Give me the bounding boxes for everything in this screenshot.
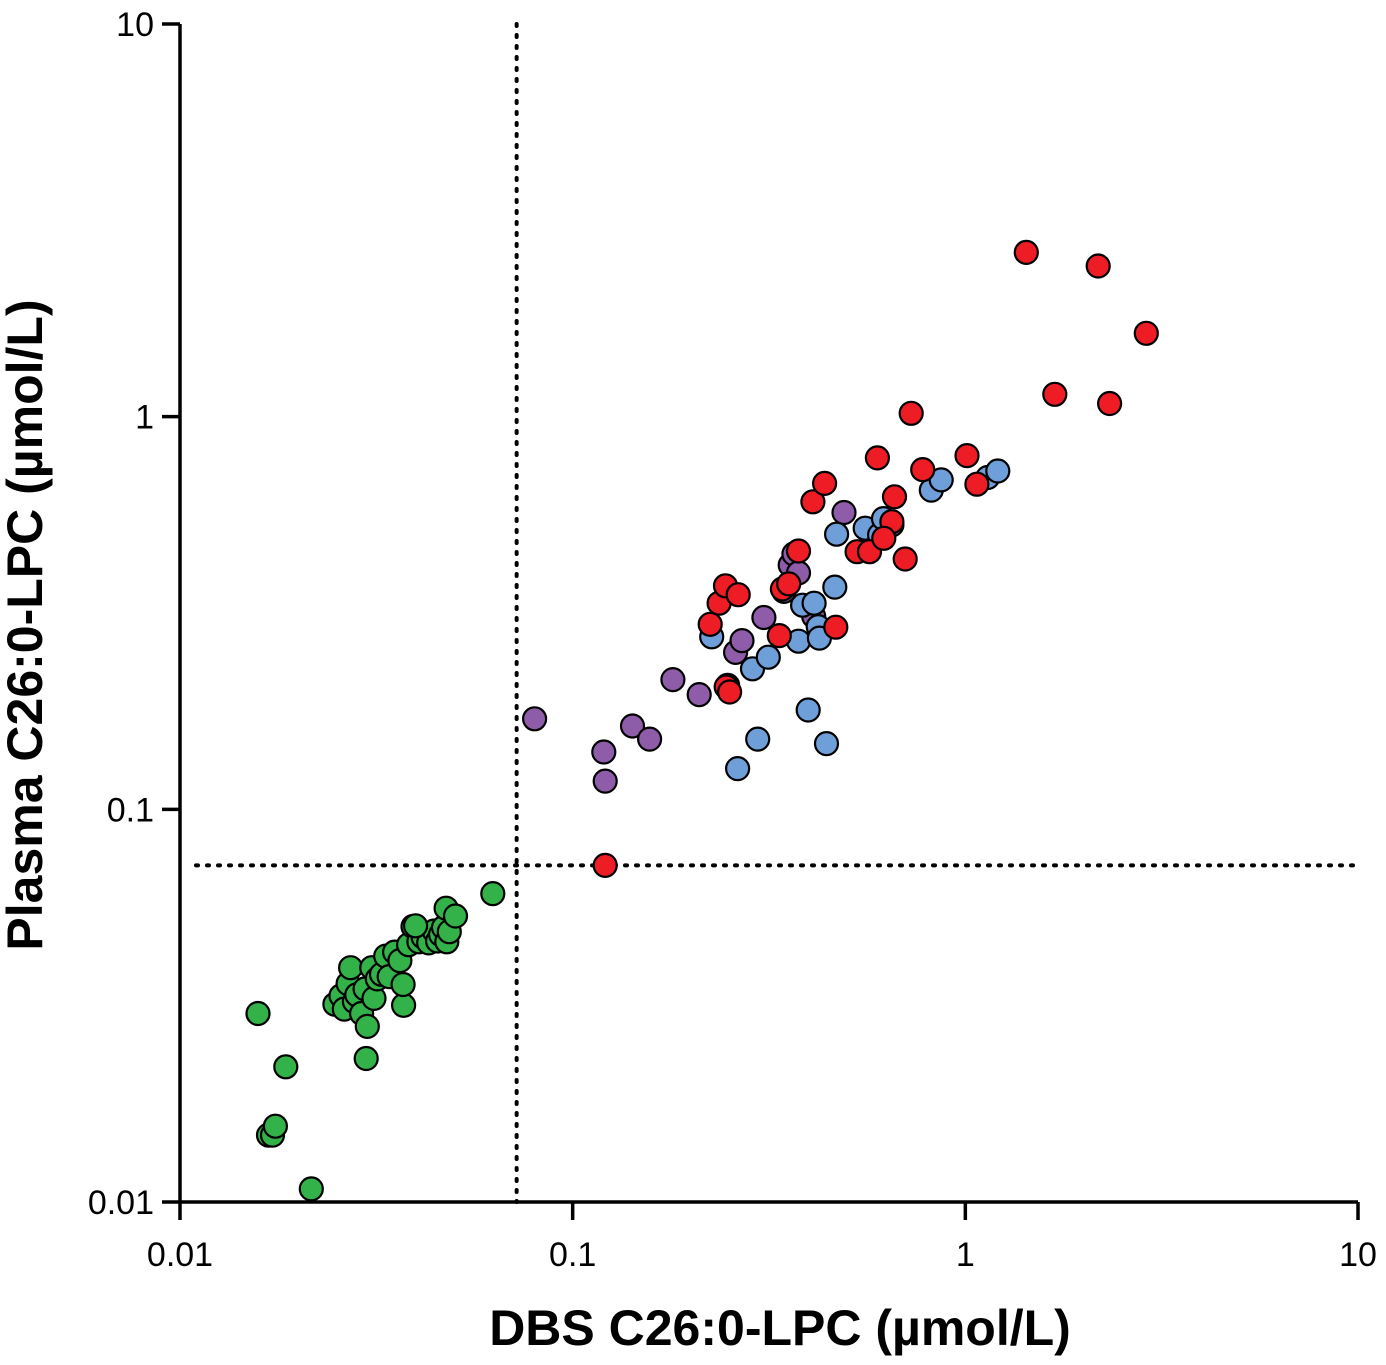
point-red-24 (1042, 381, 1068, 407)
point-purple-9 (729, 627, 755, 654)
point-blue-3 (745, 726, 771, 752)
point-purple-0 (521, 706, 548, 732)
point-blue-12 (822, 574, 848, 600)
point-red-23 (1013, 239, 1039, 265)
point-red-6 (725, 582, 751, 608)
point-green-0 (245, 1000, 271, 1027)
point-green-39 (442, 903, 469, 929)
point-green-41 (403, 913, 429, 939)
series-green (245, 880, 506, 1202)
cutoff-lines (194, 22, 1360, 1204)
point-blue-1 (724, 755, 751, 782)
point-green-40 (480, 880, 506, 907)
point-purple-1 (591, 739, 617, 765)
point-purple-3 (619, 713, 646, 739)
y-tick-label: 0.1 (107, 791, 154, 829)
point-purple-2 (592, 768, 618, 794)
series-red (592, 239, 1159, 879)
point-purple-4 (636, 726, 663, 752)
point-red-18 (892, 546, 918, 572)
point-red-11 (800, 489, 826, 515)
point-blue-11 (813, 730, 840, 757)
point-purple-5 (660, 666, 686, 693)
point-green-4 (273, 1054, 299, 1080)
point-green-16 (353, 1045, 379, 1072)
axes: 0.01 0.1 1 10 0.01 0.1 1 10 (88, 6, 1377, 1274)
point-green-25 (391, 992, 417, 1018)
point-red-7 (766, 622, 792, 649)
x-tick-label: 0.1 (549, 1236, 596, 1274)
point-red-27 (1133, 320, 1159, 346)
point-green-15 (354, 1013, 380, 1040)
point-red-17 (881, 484, 908, 510)
point-red-5 (716, 679, 743, 705)
point-red-10 (785, 538, 812, 564)
y-tick-label: 10 (116, 6, 154, 44)
point-red-20 (910, 457, 936, 483)
point-red-26 (1096, 390, 1123, 417)
point-blue-7 (795, 697, 821, 723)
point-red-13 (823, 614, 849, 640)
point-red-25 (1085, 253, 1111, 279)
y-tick-label: 1 (135, 399, 154, 437)
point-red-29 (871, 525, 897, 551)
point-blue-8 (801, 590, 827, 616)
point-red-0 (592, 852, 618, 879)
point-green-26 (390, 971, 416, 998)
point-blue-4 (755, 644, 781, 670)
point-red-9 (776, 571, 802, 597)
point-red-12 (811, 470, 838, 496)
point-red-1 (697, 611, 723, 637)
y-tick-label: 0.01 (88, 1184, 154, 1222)
point-blue-13 (823, 521, 850, 547)
y-axis-title: Plasma C26:0-LPC (µmol/L) (0, 299, 53, 950)
point-red-16 (864, 445, 891, 471)
x-tick-label: 1 (956, 1236, 975, 1274)
point-purple-10 (751, 604, 777, 631)
point-green-3 (262, 1113, 288, 1139)
x-axis-title: DBS C26:0-LPC (µmol/L) (489, 1300, 1071, 1356)
point-green-5 (298, 1176, 324, 1202)
point-purple-17 (831, 499, 857, 526)
point-blue-20 (985, 458, 1011, 484)
point-red-22 (964, 471, 990, 497)
point-green-10 (338, 955, 364, 981)
series-blue (699, 458, 1011, 782)
x-tick-label: 10 (1339, 1236, 1377, 1274)
data-points (245, 239, 1159, 1202)
point-red-19 (898, 400, 924, 426)
point-red-21 (954, 443, 980, 469)
point-purple-6 (686, 681, 712, 708)
x-tick-label: 0.01 (147, 1236, 213, 1274)
